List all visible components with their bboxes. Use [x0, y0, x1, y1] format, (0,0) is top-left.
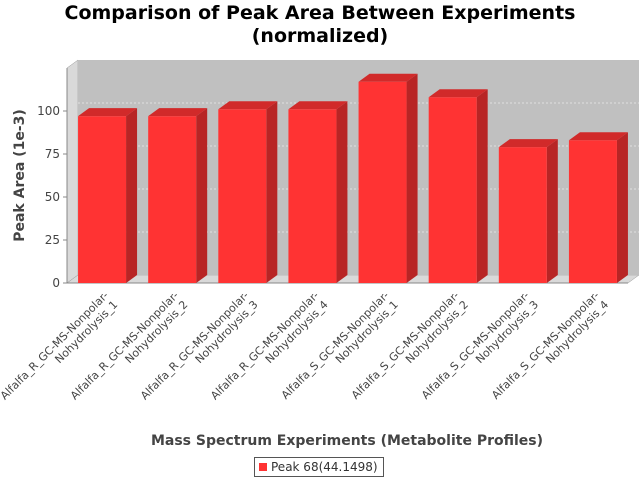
bar-top	[568, 132, 628, 141]
bar-top	[358, 73, 418, 82]
bar-side	[266, 101, 278, 283]
y-tick-label: 0	[52, 276, 60, 290]
bar	[428, 97, 477, 284]
x-tick-label: Alfalfa_R_GC-MS-Nonpolar-Nohydrolysis_1	[0, 289, 120, 412]
legend-label: Peak 68(44.1498)	[271, 460, 378, 474]
x-tick-label-line: Alfalfa_R_GC-MS-Nonpolar-	[0, 289, 111, 402]
bar-top	[288, 101, 348, 110]
chart-legend: Peak 68(44.1498)	[254, 457, 384, 477]
bar-top	[218, 101, 278, 110]
plot-left-wall	[66, 59, 79, 284]
bar	[568, 140, 617, 283]
bar-top	[498, 139, 558, 148]
bar-side	[546, 139, 558, 283]
bar	[148, 116, 197, 283]
legend-swatch	[259, 463, 267, 471]
bar-top	[428, 89, 488, 98]
bar	[358, 81, 407, 283]
bar-side	[406, 73, 418, 283]
chart-title: Comparison of Peak Area Between Experime…	[0, 2, 640, 48]
bar-side	[196, 108, 208, 283]
y-tick-label: 50	[45, 190, 60, 204]
bar-side	[476, 89, 488, 284]
bar	[218, 109, 267, 283]
bar-top	[148, 108, 208, 117]
y-tick-label: 75	[45, 147, 60, 161]
y-tick-label: 100	[37, 104, 60, 118]
y-axis-title: Peak Area (1e-3)	[12, 109, 28, 242]
x-axis-title: Mass Spectrum Experiments (Metabolite Pr…	[151, 433, 543, 449]
bar	[288, 109, 337, 283]
bar-side	[336, 101, 348, 283]
bar-side	[126, 108, 138, 283]
bar	[498, 147, 547, 283]
y-tick-label: 25	[45, 233, 60, 247]
chart-title-line-1: Comparison of Peak Area Between Experime…	[64, 2, 576, 24]
chart-title-line-2: (normalized)	[251, 25, 389, 47]
bar-top	[78, 108, 138, 117]
bar-side	[616, 132, 628, 283]
bar	[78, 116, 127, 283]
